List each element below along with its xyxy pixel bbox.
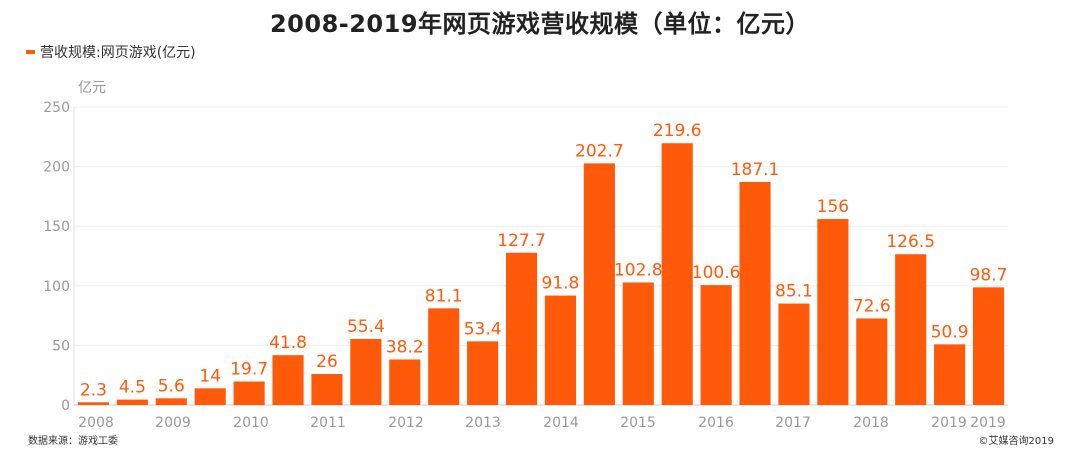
legend: 营收规模:网页游戏(亿元) xyxy=(26,42,196,62)
bar xyxy=(934,344,966,405)
bar xyxy=(544,295,577,405)
bar xyxy=(700,285,732,405)
data-label: 38.2 xyxy=(386,337,424,357)
data-label: 100.6 xyxy=(692,263,741,283)
bar xyxy=(272,355,304,405)
source-note: 数据来源：游戏工委 xyxy=(28,436,118,447)
data-label: 91.8 xyxy=(542,274,580,294)
data-label: 5.6 xyxy=(158,376,185,396)
x-tick-label: 2011 xyxy=(310,415,346,431)
x-tick-label: 2018 xyxy=(853,415,889,431)
data-label: 102.8 xyxy=(614,260,663,280)
data-label: 41.8 xyxy=(269,333,307,353)
data-label: 19.7 xyxy=(230,360,268,380)
y-tick-label: 50 xyxy=(52,338,70,354)
data-label: 202.7 xyxy=(575,141,624,161)
data-label: 50.9 xyxy=(931,322,969,342)
data-label: 156 xyxy=(817,197,849,217)
data-label: 2.3 xyxy=(80,380,107,400)
data-label: 55.4 xyxy=(347,317,385,337)
bar xyxy=(155,398,187,405)
chart-title: 2008-2019年网页游戏营收规模（单位：亿元） xyxy=(269,10,811,38)
y-axis-label: 亿元 xyxy=(78,80,106,96)
bar xyxy=(467,341,499,405)
bar xyxy=(505,252,538,405)
x-tick-label: 2009 xyxy=(155,415,191,431)
bar xyxy=(817,219,849,405)
data-label: 85.1 xyxy=(775,282,813,302)
bar xyxy=(233,381,265,405)
x-tick-label: 2015 xyxy=(620,415,656,431)
copyright-note: ©艾媒咨询2019 xyxy=(978,436,1054,447)
data-label: 4.5 xyxy=(119,378,146,398)
x-tick-label: 2019 xyxy=(931,415,967,431)
data-label: 81.1 xyxy=(425,286,463,306)
bar xyxy=(116,399,148,405)
y-tick-label: 0 xyxy=(61,398,70,414)
x-tick-label: 2008 xyxy=(78,415,114,431)
data-label: 26 xyxy=(316,352,338,372)
bar xyxy=(778,303,810,405)
x-tick-label: 2016 xyxy=(698,415,734,431)
y-tick-label: 200 xyxy=(43,160,70,176)
bar xyxy=(739,181,771,405)
bar xyxy=(583,163,615,405)
bar xyxy=(194,388,226,405)
data-label: 219.6 xyxy=(653,121,702,141)
data-label: 126.5 xyxy=(886,232,935,252)
x-tick-label: 2010 xyxy=(233,415,269,431)
bar xyxy=(972,287,1005,405)
legend-label: 营收规模:网页游戏(亿元) xyxy=(40,45,196,61)
x-tick-label: 2012 xyxy=(388,415,424,431)
data-label: 127.7 xyxy=(497,231,546,251)
x-tick-label: 2019 xyxy=(970,415,1006,431)
bar xyxy=(428,308,460,405)
data-label: 98.7 xyxy=(970,265,1008,285)
legend-swatch xyxy=(26,50,35,54)
bar xyxy=(77,402,110,405)
bar xyxy=(311,374,343,405)
bar xyxy=(389,359,421,405)
data-label: 72.6 xyxy=(853,296,891,316)
data-label: 14 xyxy=(199,366,221,386)
bar xyxy=(661,143,693,405)
data-label: 187.1 xyxy=(731,160,780,180)
y-tick-label: 150 xyxy=(43,219,70,235)
x-tick-label: 2013 xyxy=(465,415,501,431)
bar xyxy=(622,282,654,405)
y-tick-label: 100 xyxy=(43,279,70,295)
bar xyxy=(856,318,888,405)
y-tick-label: 250 xyxy=(43,100,70,116)
x-tick-label: 2014 xyxy=(543,415,579,431)
bar xyxy=(895,254,927,405)
x-tick-label: 2017 xyxy=(775,415,811,431)
data-label: 53.4 xyxy=(464,319,502,339)
bar xyxy=(350,338,382,405)
